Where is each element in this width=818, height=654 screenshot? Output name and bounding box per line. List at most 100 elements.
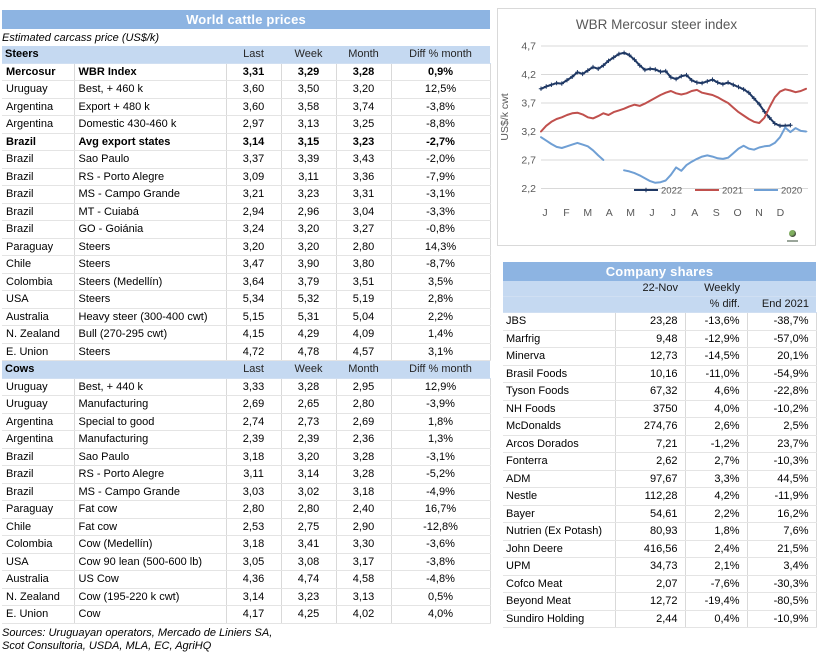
price-row: Brazil MS - Campo Grande 3,21 3,23 3,31 -3,1%	[2, 185, 491, 204]
value-cell: 2,80	[226, 500, 282, 519]
company-end2021-cell: 23,7%	[747, 435, 817, 453]
value-cell: 3,28	[336, 63, 392, 81]
svg-text:D: D	[777, 207, 785, 219]
company-price-cell: 67,32	[615, 382, 686, 401]
category-cell: Manufacturing	[74, 395, 227, 414]
price-row: Argentina Manufacturing 2,39 2,39 2,36 1,3%	[2, 430, 491, 449]
category-cell: WBR Index	[74, 63, 227, 81]
category-cell: Steers	[74, 290, 227, 309]
company-name-cell: UPM	[503, 557, 616, 576]
country-cell: Argentina	[2, 413, 75, 431]
company-header-row-2: % diff. End 2021	[503, 296, 816, 313]
price-row: E. Union Cow 4,17 4,25 4,02 4,0%	[2, 605, 491, 624]
svg-text:N: N	[755, 207, 763, 219]
value-cell: -0,8%	[391, 220, 491, 239]
chart-title: WBR Mercosur steer index	[575, 17, 738, 32]
company-end2021-cell: 44,5%	[747, 470, 817, 488]
price-row: Brazil Sao Paulo 3,37 3,39 3,43 -2,0%	[2, 150, 491, 169]
value-cell: 0,5%	[391, 588, 491, 606]
value-cell: 3,41	[281, 535, 337, 554]
series-2021	[540, 87, 807, 133]
value-cell: 4,02	[336, 605, 392, 624]
value-cell: 5,15	[226, 308, 282, 326]
price-row: Brazil MT - Cuiabá 2,94 2,96 3,04 -3,3%	[2, 203, 491, 221]
country-cell: Uruguay	[2, 378, 75, 396]
mercosur-steer-index-chart-panel: WBR Mercosur steer index 4,7 4,2 3,7 3,2 2,7…	[497, 8, 816, 246]
category-cell: Bull (270-295 cwt)	[74, 325, 227, 344]
y-axis-label: US$/k cwt	[499, 93, 511, 140]
country-cell: Australia	[2, 308, 75, 326]
company-row: UPM 34,73 2,1% 3,4%	[503, 557, 817, 576]
svg-text:M: M	[626, 207, 635, 219]
price-row: Brazil Sao Paulo 3,18 3,20 3,28 -3,1%	[2, 448, 491, 466]
value-cell: 4,58	[336, 570, 392, 589]
price-row: Brazil RS - Porto Alegre 3,09 3,11 3,36 -7,9%	[2, 168, 491, 186]
company-weekly-cell: -7,6%	[685, 575, 748, 593]
category-cell: MS - Campo Grande	[74, 185, 227, 204]
country-cell: Colombia	[2, 273, 75, 291]
company-price-cell: 80,93	[615, 522, 686, 541]
company-end2021-cell: 16,2%	[747, 505, 817, 523]
cattle-table-subtitle: Estimated carcass price (US$/k)	[2, 32, 160, 44]
value-cell: 3,18	[226, 448, 282, 466]
value-cell: 4,25	[281, 605, 337, 624]
company-price-cell: 416,56	[615, 540, 686, 558]
company-header-blank3	[503, 296, 615, 313]
company-end2021-cell: 7,6%	[747, 522, 817, 541]
value-cell: -3,1%	[391, 448, 491, 466]
country-cell: Brazil	[2, 150, 75, 169]
value-cell: 4,36	[226, 570, 282, 589]
value-cell: 3,24	[226, 220, 282, 239]
category-cell: Manufacturing	[74, 430, 227, 449]
value-cell: 3,37	[226, 150, 282, 169]
company-name-cell: JBS	[503, 312, 616, 331]
company-price-cell: 12,73	[615, 347, 686, 366]
company-table-body: JBS 23,28 -13,6% -38,7% Marfrig 9,48 -12,9% -57…	[503, 312, 817, 628]
company-name-cell: Bayer	[503, 505, 616, 523]
chart-watermark-icon	[787, 230, 798, 242]
value-cell: 3,13	[336, 588, 392, 606]
price-row: Argentina Special to good 2,74 2,73 2,69 1,8%	[2, 413, 491, 431]
company-end2021-cell: -30,3%	[747, 575, 817, 593]
company-name-cell: Beyond Meat	[503, 592, 616, 611]
company-row: Nutrien (Ex Potash) 80,93 1,8% 7,6%	[503, 522, 817, 541]
company-price-cell: 10,16	[615, 365, 686, 383]
company-name-cell: Cofco Meat	[503, 575, 616, 593]
svg-text:O: O	[734, 207, 742, 219]
section-header-row: Cows Last Week Month Diff % month	[2, 360, 491, 379]
price-row: Uruguay Best, + 460 k 3,60 3,50 3,20 12,5%	[2, 80, 491, 99]
country-cell: Uruguay	[2, 395, 75, 414]
company-row: McDonalds 274,76 2,6% 2,5%	[503, 417, 817, 436]
country-cell: Paraguay	[2, 238, 75, 256]
company-weekly-cell: 2,2%	[685, 505, 748, 523]
category-cell: Best, + 440 k	[74, 378, 227, 396]
country-cell: Chile	[2, 518, 75, 536]
value-cell: 3,60	[226, 98, 282, 116]
value-cell: 3,20	[336, 80, 392, 99]
legend-label-2022: 2022	[661, 186, 682, 197]
section-header-row: Steers Last Week Month Diff % month	[2, 46, 491, 64]
company-header-date: 22-Nov	[615, 281, 685, 297]
svg-text:3,2: 3,2	[521, 126, 536, 138]
cattle-table-title: World cattle prices	[2, 10, 490, 29]
category-cell: Steers	[74, 343, 227, 361]
value-cell: 2,80	[336, 395, 392, 414]
company-end2021-cell: -11,9%	[747, 487, 817, 506]
company-end2021-cell: 2,5%	[747, 417, 817, 436]
value-cell: 5,19	[336, 290, 392, 309]
country-cell: Brazil	[2, 483, 75, 501]
company-name-cell: NH Foods	[503, 400, 616, 418]
country-cell: Brazil	[2, 133, 75, 151]
company-name-cell: Tyson Foods	[503, 382, 616, 401]
column-header: Month	[336, 360, 392, 379]
value-cell: 12,9%	[391, 378, 491, 396]
category-cell: Special to good	[74, 413, 227, 431]
value-cell: 3,09	[226, 168, 282, 186]
company-header-blank	[503, 281, 615, 297]
value-cell: 3,28	[281, 378, 337, 396]
category-cell: Fat cow	[74, 518, 227, 536]
price-row: Paraguay Fat cow 2,80 2,80 2,40 16,7%	[2, 500, 491, 519]
value-cell: 3,20	[281, 448, 337, 466]
country-cell: USA	[2, 290, 75, 309]
company-name-cell: John Deere	[503, 540, 616, 558]
